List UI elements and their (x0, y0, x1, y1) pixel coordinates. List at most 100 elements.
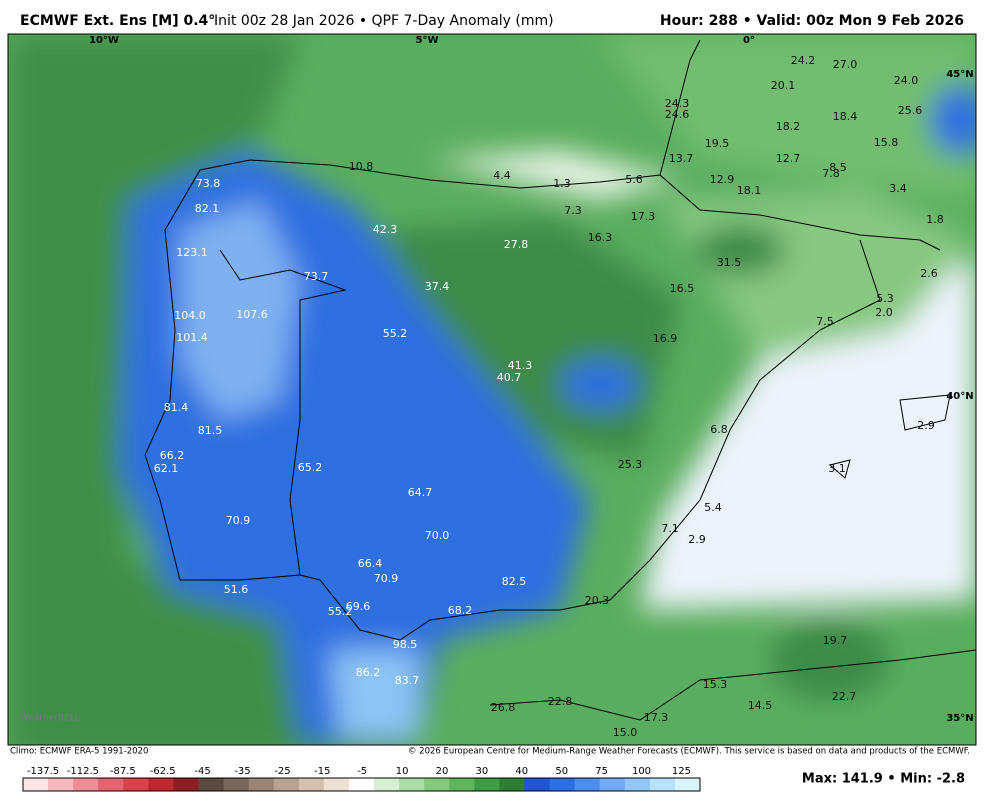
copyright: © 2026 European Centre for Medium-Range … (408, 747, 970, 757)
point-value: 16.9 (653, 332, 678, 345)
point-value: 104.0 (174, 309, 206, 322)
point-value: 55.2 (383, 327, 408, 340)
colorbar-swatch (98, 778, 124, 791)
point-value: 40.7 (497, 371, 522, 384)
lat-label: 40°N (946, 391, 973, 402)
point-value: 107.6 (236, 308, 268, 321)
valid-time: Hour: 288 • Valid: 00z Mon 9 Feb 2026 (660, 13, 964, 29)
colorbar-swatch (574, 778, 601, 791)
point-value: 27.0 (833, 58, 858, 71)
colorbar-swatch (424, 778, 450, 791)
point-value: 69.6 (346, 600, 371, 613)
point-value: 1.3 (553, 177, 571, 190)
colorbar-swatch (298, 778, 325, 791)
point-value: 7.5 (816, 315, 834, 328)
point-value: 6.8 (710, 423, 728, 436)
point-value: 66.2 (160, 449, 185, 462)
colorbar-swatch (524, 778, 551, 791)
point-value: 16.5 (670, 282, 695, 295)
colorbar-swatch (399, 778, 425, 791)
point-value: 22.7 (832, 690, 857, 703)
colorbar-swatch (649, 778, 676, 791)
point-value: 73.8 (196, 177, 221, 190)
point-value: 18.4 (833, 110, 858, 123)
colorbar-swatch (374, 778, 400, 791)
colorbar-swatch (198, 778, 225, 791)
colorbar-swatch (474, 778, 500, 791)
subtitle: Init 00z 28 Jan 2026 • QPF 7-Day Anomaly… (214, 13, 554, 29)
point-value: 15.8 (874, 136, 899, 149)
colorbar-label: 100 (632, 766, 651, 777)
colorbar-swatch (73, 778, 99, 791)
colorbar-swatch (123, 778, 149, 791)
lon-label: 5°W (416, 35, 439, 46)
point-value: 70.0 (425, 529, 450, 542)
point-value: 37.4 (425, 280, 450, 293)
point-value: 7.3 (564, 204, 582, 217)
point-value: 13.7 (669, 152, 694, 165)
point-value: 16.3 (588, 231, 613, 244)
point-value: 2.0 (875, 306, 893, 319)
colorbar-swatch (23, 778, 49, 791)
colorbar-label: 20 (436, 766, 449, 777)
colorbar-swatch (674, 778, 701, 791)
point-value: 86.2 (356, 666, 381, 679)
point-value: 51.6 (224, 583, 249, 596)
point-value: 17.3 (644, 711, 669, 724)
colorbar-label: 75 (595, 766, 608, 777)
point-value: 18.1 (737, 184, 762, 197)
point-value: 10.8 (349, 160, 374, 173)
point-value: 101.4 (176, 331, 208, 344)
point-value: 22.8 (548, 695, 573, 708)
point-value: 19.5 (705, 137, 730, 150)
colorbar-label: -87.5 (110, 766, 136, 777)
colorbar-swatch (323, 778, 350, 791)
colorbar-swatch (173, 778, 200, 791)
point-value: 4.4 (493, 169, 511, 182)
climo: Climo: ECMWF ERA-5 1991-2020 (10, 747, 148, 757)
colorbar-label: -15 (314, 766, 330, 777)
point-value: 8.5 (829, 161, 847, 174)
point-value: 82.5 (502, 575, 527, 588)
point-value: 20.3 (585, 594, 610, 607)
map-field (8, 34, 976, 745)
point-value: 2.9 (688, 533, 706, 546)
point-value: 70.9 (374, 572, 399, 585)
colorbar-swatch (449, 778, 475, 791)
colorbar-swatch (499, 778, 525, 791)
point-value: 20.1 (771, 79, 796, 92)
colorbar-label: -45 (194, 766, 210, 777)
lon-label: 10°W (89, 35, 119, 46)
lat-label: 35°N (946, 713, 973, 724)
colorbar-swatch (48, 778, 74, 791)
colorbar-label: -5 (357, 766, 367, 777)
colorbar-swatch (148, 778, 174, 791)
point-value: 12.7 (776, 152, 801, 165)
colorbar-frame (22, 777, 701, 792)
point-value: 98.5 (393, 638, 418, 651)
point-value: 1.8 (926, 213, 944, 226)
point-value: 24.6 (665, 108, 690, 121)
point-value: 19.7 (823, 634, 848, 647)
colorbar-swatch (624, 778, 651, 791)
colorbar-label: -112.5 (67, 766, 99, 777)
point-value: 25.3 (618, 458, 643, 471)
point-value: 15.0 (613, 726, 638, 739)
point-value: 27.8 (504, 238, 529, 251)
point-value: 41.3 (508, 359, 533, 372)
colorbar-label: 50 (555, 766, 568, 777)
lon-label: 0° (743, 35, 755, 46)
point-value: 81.5 (198, 424, 223, 437)
colorbar-label: -35 (234, 766, 250, 777)
point-value: 83.7 (395, 674, 420, 687)
point-value: 3.4 (889, 182, 907, 195)
colorbar-swatch (273, 778, 300, 791)
point-value: 7.1 (661, 522, 679, 535)
point-value: 5.4 (704, 501, 722, 514)
point-value: 68.2 (448, 604, 473, 617)
point-value: 62.1 (154, 462, 179, 475)
map-frame (7, 33, 977, 746)
colorbar-swatch (599, 778, 626, 791)
